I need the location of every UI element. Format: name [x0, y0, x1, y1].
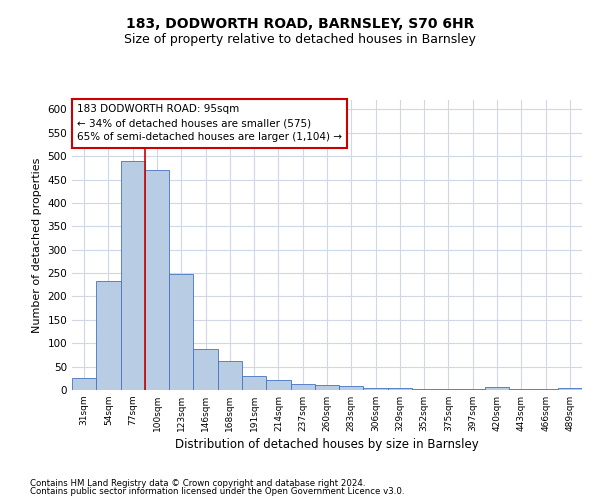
Y-axis label: Number of detached properties: Number of detached properties — [32, 158, 42, 332]
Bar — [339, 386, 364, 390]
Bar — [72, 378, 96, 390]
Text: Contains HM Land Registry data © Crown copyright and database right 2024.: Contains HM Land Registry data © Crown c… — [30, 478, 365, 488]
Text: 183 DODWORTH ROAD: 95sqm
← 34% of detached houses are smaller (575)
65% of semi-: 183 DODWORTH ROAD: 95sqm ← 34% of detach… — [77, 104, 342, 142]
Bar — [218, 360, 242, 390]
Bar — [266, 380, 290, 390]
Bar — [412, 389, 436, 390]
Bar — [169, 274, 193, 390]
Text: Contains public sector information licensed under the Open Government Licence v3: Contains public sector information licen… — [30, 487, 404, 496]
Bar — [145, 170, 169, 390]
Bar — [485, 386, 509, 390]
Bar — [290, 384, 315, 390]
Bar — [121, 161, 145, 390]
Bar — [436, 389, 461, 390]
Bar — [533, 389, 558, 390]
Bar — [96, 282, 121, 390]
Bar — [242, 376, 266, 390]
Bar — [315, 385, 339, 390]
Bar — [193, 349, 218, 390]
Bar — [558, 388, 582, 390]
Bar — [388, 388, 412, 390]
Text: 183, DODWORTH ROAD, BARNSLEY, S70 6HR: 183, DODWORTH ROAD, BARNSLEY, S70 6HR — [126, 18, 474, 32]
Bar — [461, 389, 485, 390]
Bar — [509, 389, 533, 390]
Bar — [364, 388, 388, 390]
X-axis label: Distribution of detached houses by size in Barnsley: Distribution of detached houses by size … — [175, 438, 479, 451]
Text: Size of property relative to detached houses in Barnsley: Size of property relative to detached ho… — [124, 32, 476, 46]
